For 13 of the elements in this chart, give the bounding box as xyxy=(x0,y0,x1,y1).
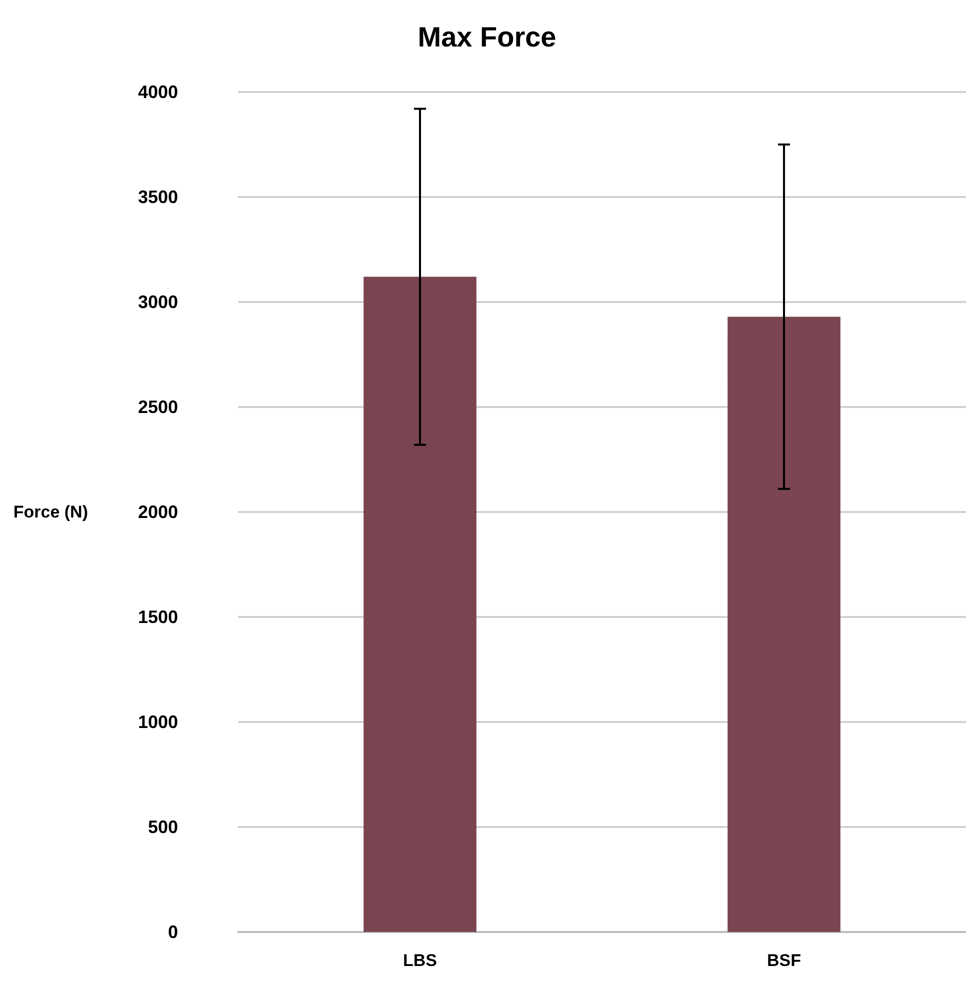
x-tick-label: BSF xyxy=(767,951,801,970)
y-tick-label: 3500 xyxy=(138,187,178,207)
y-tick-label: 3000 xyxy=(138,292,178,312)
x-tick-label: LBS xyxy=(403,951,437,970)
y-tick-label: 1000 xyxy=(138,712,178,732)
y-tick-label: 2000 xyxy=(138,502,178,522)
y-tick-label: 2500 xyxy=(138,397,178,417)
chart-title: Max Force xyxy=(418,22,556,52)
y-tick-label: 0 xyxy=(168,922,178,942)
y-axis-title: Force (N) xyxy=(13,502,88,522)
y-tick-label: 500 xyxy=(148,817,178,837)
y-tick-label: 1500 xyxy=(138,607,178,627)
y-tick-label: 4000 xyxy=(138,82,178,102)
